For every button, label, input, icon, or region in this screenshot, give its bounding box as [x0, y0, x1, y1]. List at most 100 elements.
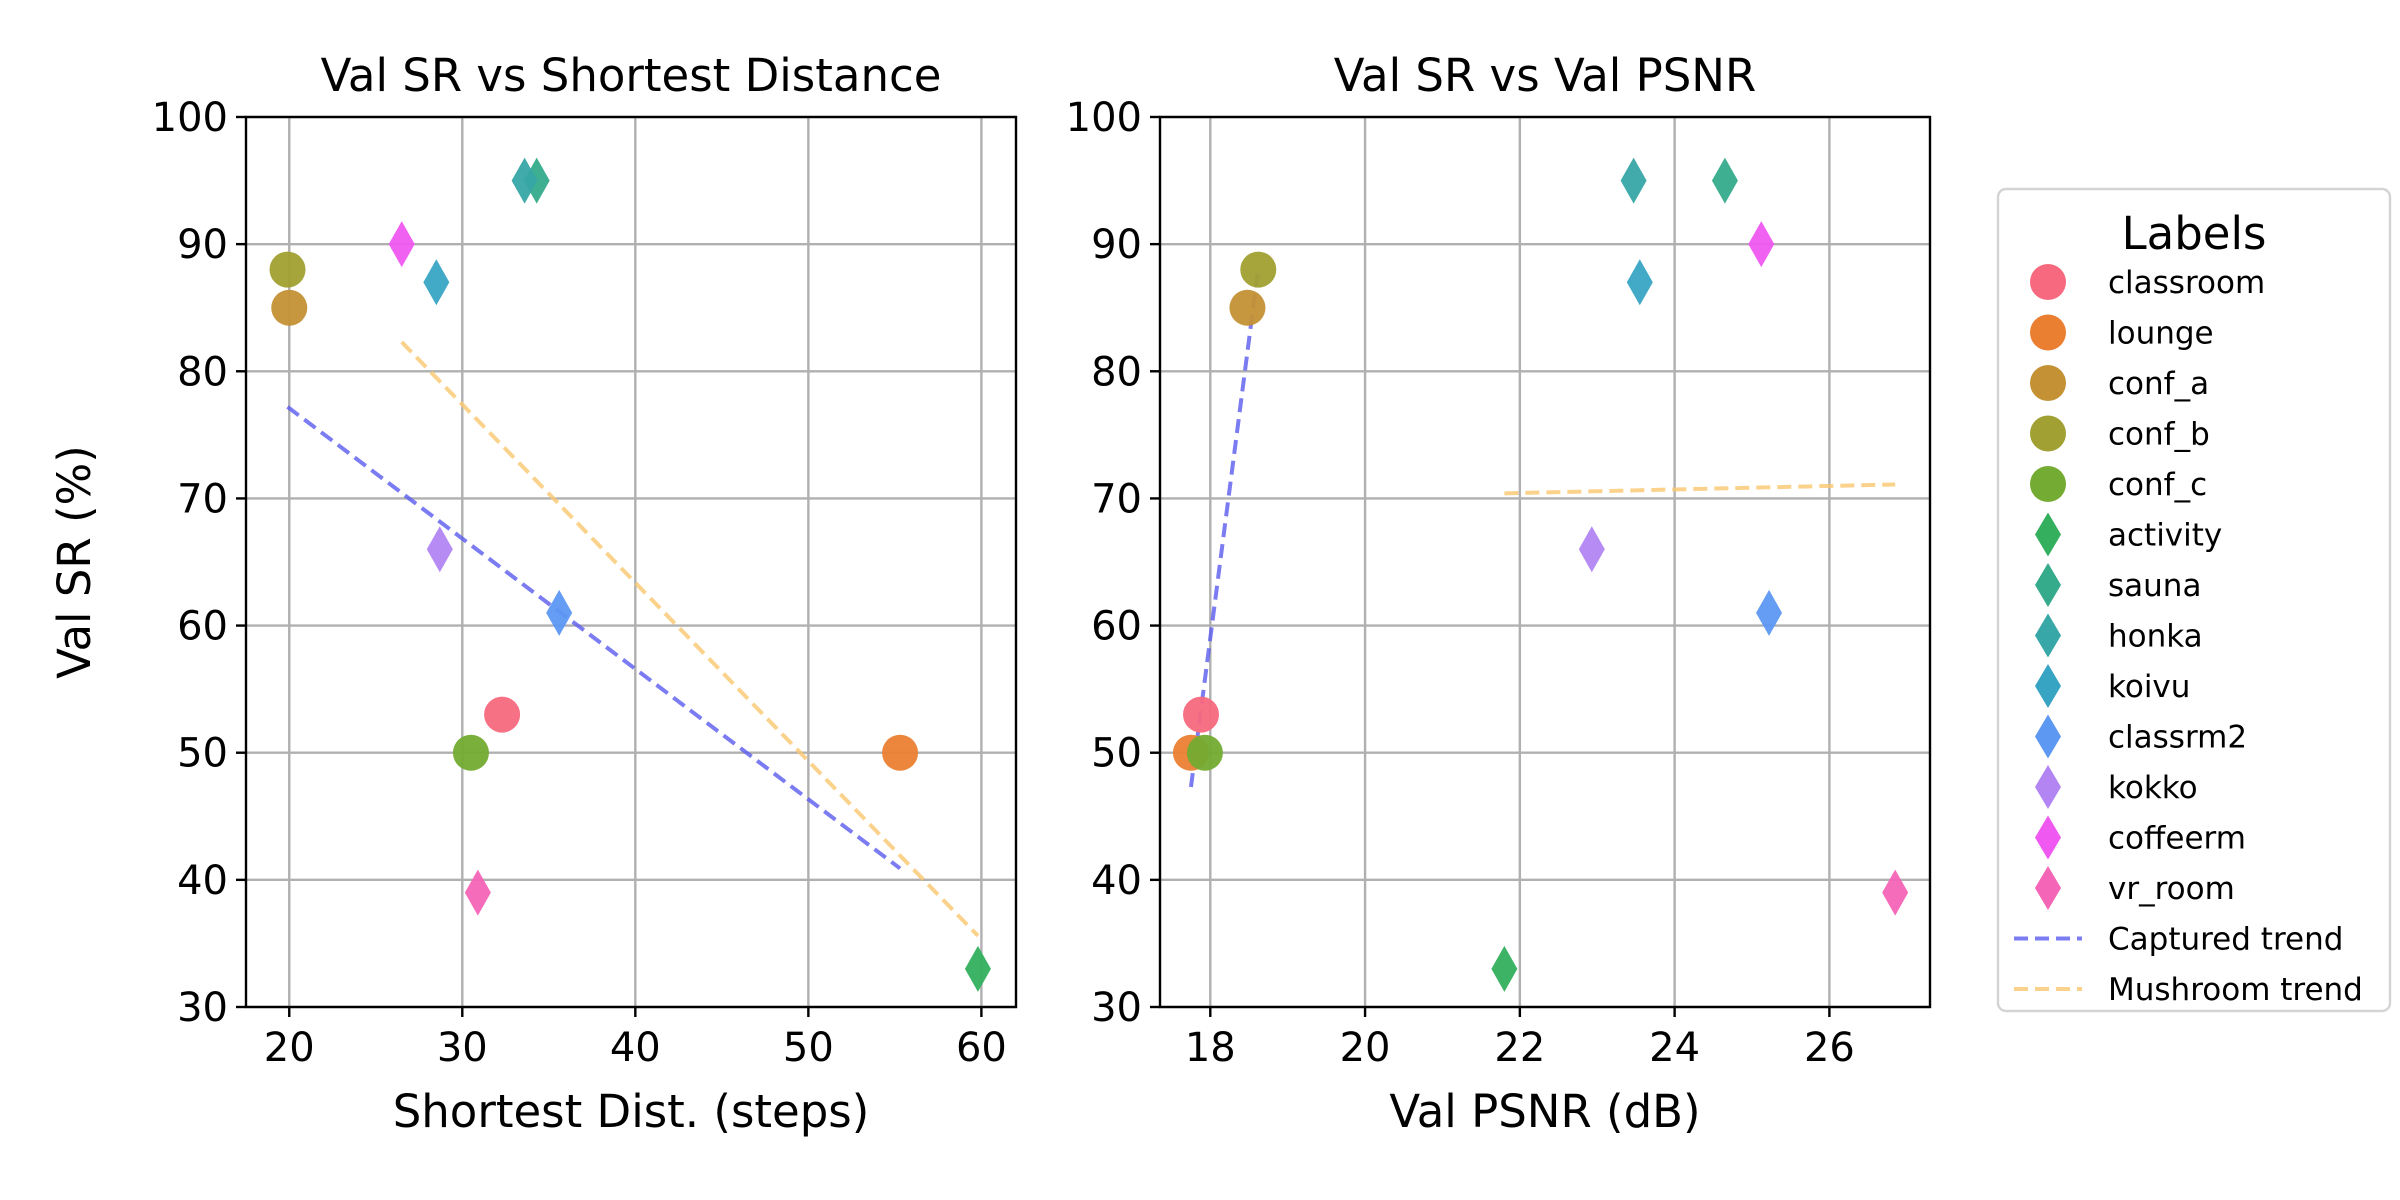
- legend-marker-circle: [2030, 415, 2066, 452]
- legend-label: classroom: [2108, 265, 2265, 301]
- legend-item-lounge: lounge: [2030, 314, 2214, 352]
- legend-label: conf_b: [2108, 417, 2210, 453]
- legend-label: conf_a: [2108, 366, 2209, 402]
- legend-title: Labels: [2122, 207, 2267, 260]
- subplot-1: 20 30 40 50 60 30 40 50 60 70 80 90 100 Val SR vs Sho…: [48, 49, 1018, 1138]
- y-tick-label: 90: [1091, 222, 1142, 268]
- legend-marker-circle: [2030, 314, 2066, 351]
- legend-marker-diamond: [2035, 714, 2061, 759]
- y-tick-label: 30: [177, 985, 228, 1031]
- legend-marker-circle: [2030, 264, 2066, 300]
- legend-item-kokko: kokko: [2035, 765, 2198, 809]
- point-kokko: [1578, 526, 1605, 573]
- grid: [246, 115, 1016, 1009]
- y-tick-label: 50: [1091, 731, 1142, 777]
- point-conf-c: [1186, 734, 1223, 771]
- legend-label: koivu: [2108, 669, 2190, 705]
- point-conf-c: [452, 734, 489, 771]
- y-tick-label: 50: [177, 731, 228, 777]
- legend-item-conf-b: conf_b: [2030, 415, 2210, 453]
- legend-marker-diamond: [2035, 613, 2061, 658]
- trend-lines: [286, 340, 980, 938]
- point-classroom: [1183, 696, 1220, 733]
- legend-label: coffeerm: [2108, 821, 2246, 857]
- axes-frame: [244, 115, 1018, 1009]
- point-kokko: [426, 526, 453, 573]
- y-tick-label: 70: [1091, 476, 1142, 522]
- axes-frame: [1158, 115, 1932, 1009]
- legend: Labels classroom lounge conf_a conf_b conf_ca…: [1996, 187, 2392, 1013]
- legend-label: conf_c: [2108, 467, 2207, 503]
- legend-marker-circle: [2030, 365, 2066, 401]
- legend-item-mushroom-trend: Mushroom trend: [2014, 972, 2363, 1008]
- point-sauna: [1711, 157, 1738, 204]
- y-tick-label: 60: [1091, 604, 1142, 650]
- point-coffeerm: [1748, 221, 1775, 268]
- legend-item-activity: activity: [2035, 512, 2222, 557]
- legend-label: kokko: [2108, 770, 2198, 806]
- point-conf-a: [1229, 289, 1266, 326]
- x-tick-label: 60: [956, 1025, 1007, 1071]
- point-conf-b: [269, 251, 306, 288]
- x-tick-label: 26: [1804, 1025, 1855, 1071]
- legend-marker-diamond: [2035, 815, 2061, 860]
- point-koivu: [1626, 259, 1653, 306]
- legend-marker-diamond: [2035, 765, 2061, 809]
- x-tick-label: 40: [610, 1025, 661, 1071]
- point-conf-b: [1240, 251, 1277, 288]
- y-tick-label: 80: [177, 349, 228, 395]
- legend-marker-diamond: [2035, 563, 2061, 607]
- x-axis: 20 30 40 50 60: [264, 1007, 1007, 1071]
- point-coffeerm: [388, 221, 415, 268]
- data-points: [269, 157, 991, 992]
- point-classroom: [484, 696, 521, 733]
- legend-item-sauna: sauna: [2035, 563, 2201, 607]
- point-honka: [511, 157, 538, 204]
- grid: [1160, 115, 1930, 1009]
- x-tick-label: 18: [1185, 1025, 1236, 1071]
- y-tick-label: 80: [1091, 349, 1142, 395]
- x-tick-label: 20: [264, 1025, 315, 1071]
- point-classrm2: [546, 589, 573, 636]
- y-axis: 30 40 50 60 70 80 90 100: [152, 95, 246, 1031]
- x-tick-label: 20: [1340, 1025, 1391, 1071]
- legend-item-coffeerm: coffeerm: [2035, 815, 2246, 860]
- y-axis-label: Val SR (%): [48, 445, 101, 679]
- legend-item-koivu: koivu: [2035, 664, 2190, 708]
- x-tick-label: 22: [1494, 1025, 1545, 1071]
- x-axis-label: Shortest Dist. (steps): [393, 1085, 870, 1138]
- legend-label: Captured trend: [2108, 922, 2343, 958]
- legend-label: sauna: [2108, 568, 2201, 604]
- legend-item-vr-room: vr_room: [2035, 866, 2235, 910]
- legend-marker-diamond: [2035, 512, 2061, 557]
- point-lounge: [882, 734, 919, 771]
- mushroom-trend-line: [1504, 482, 1896, 496]
- y-tick-label: 30: [1091, 985, 1142, 1031]
- mushroom-trend-line: [400, 340, 980, 938]
- y-tick-label: 40: [177, 858, 228, 904]
- legend-marker-diamond: [2035, 664, 2061, 708]
- y-tick-label: 40: [1091, 858, 1142, 904]
- x-axis: 18 20 22 24 26: [1185, 1007, 1855, 1071]
- legend-item-captured-trend: Captured trend: [2014, 922, 2343, 958]
- point-conf-a: [271, 289, 308, 326]
- y-tick-label: 60: [177, 604, 228, 650]
- legend-label: vr_room: [2108, 871, 2235, 907]
- subplot-2: 18 20 22 24 26 30 40 50 60 70 80 90 100 Val SR vs Val…: [1066, 49, 1932, 1138]
- y-tick-label: 90: [177, 222, 228, 268]
- x-tick-label: 50: [783, 1025, 834, 1071]
- legend-box: [1996, 187, 2392, 1013]
- legend-item-conf-a: conf_a: [2030, 365, 2209, 402]
- y-tick-label: 100: [1066, 95, 1142, 141]
- legend-item-classrm2: classrm2: [2035, 714, 2247, 759]
- point-koivu: [423, 259, 450, 306]
- legend-label: Mushroom trend: [2108, 972, 2363, 1008]
- legend-label: honka: [2108, 619, 2203, 655]
- x-tick-label: 30: [437, 1025, 488, 1071]
- y-axis: 30 40 50 60 70 80 90 100: [1066, 95, 1160, 1031]
- chart-title: Val SR vs Val PSNR: [1334, 49, 1757, 102]
- point-vr-room: [464, 869, 491, 916]
- point-activity: [1491, 945, 1518, 992]
- point-activity: [964, 945, 991, 992]
